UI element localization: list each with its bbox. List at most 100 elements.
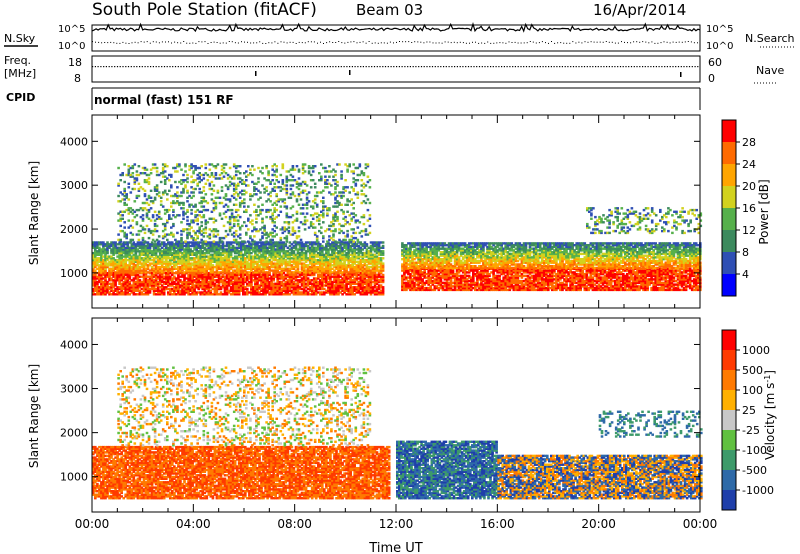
heatmap-cell [201,284,204,287]
heatmap-cell [94,260,97,263]
heatmap-cell [302,275,306,278]
heatmap-cell [225,257,229,260]
heatmap-cell [118,286,121,289]
heatmap-cell [100,273,103,277]
heatmap-cell [276,258,279,262]
heatmap-cell [92,265,95,269]
heatmap-cell [235,264,239,267]
freq-dot [545,66,547,68]
heatmap-cell [280,255,284,258]
heatmap-cell [296,243,300,246]
heatmap-cell [185,282,188,285]
heatmap-cell [296,287,300,291]
freq-dot [619,66,622,68]
heatmap-cell [237,253,241,256]
heatmap-cell [252,265,255,269]
heatmap-cell [185,260,188,263]
heatmap-cell [292,293,296,296]
heatmap-cell [160,280,164,284]
heatmap-cell [209,277,213,280]
heatmap-cell [288,275,292,278]
heatmap-cell [120,273,123,277]
heatmap-cell [361,286,365,289]
heatmap-cell [106,275,109,278]
heatmap-cell [170,217,173,220]
heatmap-cell [123,180,126,184]
heatmap-cell [256,280,259,284]
heatmap-cell [155,229,159,233]
heatmap-cell [319,271,322,274]
heatmap-cell [262,246,265,249]
heatmap-cell [278,258,282,262]
heatmap-cell [120,289,123,292]
heatmap-cell [249,235,252,238]
heatmap-cell [246,244,249,248]
freq-dot [431,66,434,68]
heatmap-cell [319,244,322,248]
heatmap-cell [321,255,324,258]
heatmap-cell [110,262,113,265]
heatmap-cell [216,189,220,192]
heatmap-cell [193,258,196,262]
nsearch-dot [383,42,385,44]
heatmap-cell [359,286,363,289]
heatmap-cell [120,257,123,260]
heatmap-cell [284,250,288,253]
freq-dot [194,66,196,68]
heatmap-cell [128,265,132,269]
heatmap-cell [270,253,273,256]
heatmap-cell [272,284,275,287]
heatmap-cell [193,248,196,251]
heatmap-cell [114,275,117,278]
freq-dot [208,66,210,68]
nsearch-dot [131,42,133,44]
heatmap-cell [237,286,241,289]
nsearch-dot [690,41,692,43]
heatmap-cell [337,286,340,289]
heatmap-cell [171,255,174,258]
heatmap-cell [202,214,206,217]
heatmap-cell [286,293,290,296]
heatmap-cell [317,286,320,289]
heatmap-cell [146,284,150,287]
heatmap-cell [170,173,173,177]
heatmap-cell [122,248,125,251]
heatmap-cell [127,186,131,189]
heatmap-cell [195,267,198,270]
heatmap-cell [138,271,142,274]
freq-dot [365,66,367,68]
heatmap-cell [237,287,241,291]
heatmap-cell [120,258,123,262]
heatmap-cell [181,243,184,246]
heatmap-cell [260,275,263,278]
heatmap-cell [280,246,284,249]
heatmap-cell [298,286,302,289]
heatmap-cell [185,280,188,284]
heatmap-cell [304,282,308,285]
heatmap-cell [355,277,359,280]
nsearch-dot [313,41,315,43]
heatmap-cell [254,280,257,284]
heatmap-cell [177,260,180,263]
nsearch-dot [259,41,261,43]
heatmap-cell [272,273,275,277]
heatmap-cell [227,271,231,274]
heatmap-cell [128,273,132,277]
heatmap-cell [210,193,214,196]
heatmap-cell [256,260,259,263]
heatmap-cell [184,240,187,243]
heatmap-cell [341,284,344,287]
heatmap-cell [292,251,296,255]
freq-dot [376,66,378,68]
heatmap-cell [92,251,95,255]
heatmap-cell [319,282,322,285]
heatmap-cell [268,244,271,248]
heatmap-cell [138,253,142,256]
heatmap-cell [147,236,151,240]
heatmap-cell [187,286,190,289]
heatmap-cell [264,246,267,249]
heatmap-cell [276,269,279,272]
heatmap-cell [209,262,213,265]
heatmap-cell [194,203,197,206]
heatmap-cell [260,243,263,246]
